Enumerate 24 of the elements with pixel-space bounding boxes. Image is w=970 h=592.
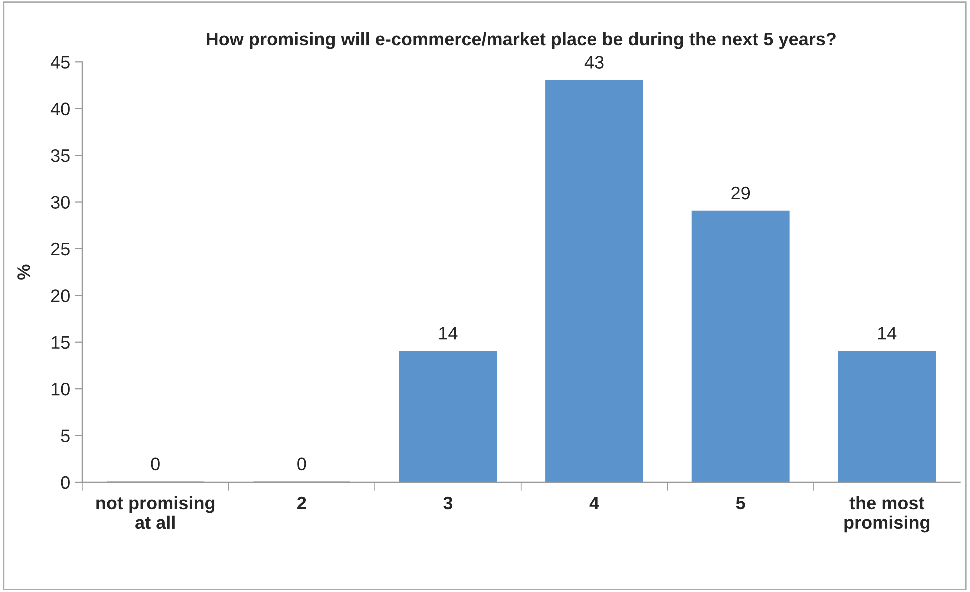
data-label: 43: [584, 56, 604, 69]
x-tick-label: the most promising: [844, 496, 930, 533]
data-label: 0: [151, 458, 160, 471]
y-tick-label: 25: [51, 242, 70, 256]
y-tick-label: 0: [61, 476, 70, 490]
y-tick-label: 10: [52, 383, 70, 396]
x-tick-label: 5: [736, 497, 746, 510]
x-tick-label: 2: [298, 496, 306, 510]
y-tick-label: 5: [61, 430, 70, 442]
y-tick-label: 35: [51, 150, 70, 162]
data-label: 29: [732, 186, 750, 200]
y-tick-label: 45: [50, 56, 70, 69]
data-label: 14: [440, 327, 458, 340]
y-tick-label: 40: [50, 102, 70, 116]
y-tick-label: 30: [51, 196, 70, 209]
y-axis-title: %: [18, 264, 30, 280]
data-label: 14: [878, 327, 897, 340]
x-tick-label: 3: [444, 496, 453, 510]
x-tick-label: 4: [590, 497, 600, 510]
y-tick-label: 20: [51, 290, 70, 302]
chart-title: How promising will e-commerce/market place be during the next 5 years?: [207, 32, 836, 50]
y-tick-label: 15: [52, 336, 70, 350]
x-tick-label: not promising at all: [96, 496, 215, 530]
data-label: 0: [298, 458, 306, 471]
